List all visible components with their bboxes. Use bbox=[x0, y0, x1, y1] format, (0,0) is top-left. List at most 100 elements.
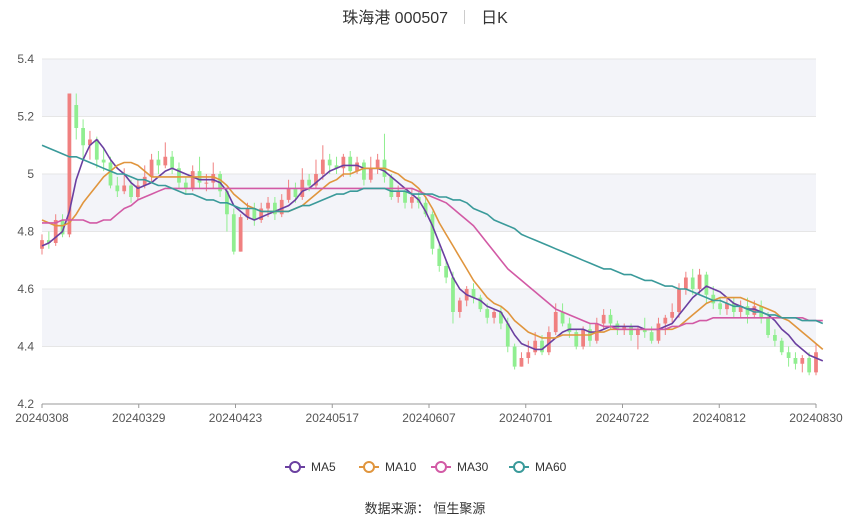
candle-up bbox=[211, 162, 216, 189]
candle-body bbox=[149, 159, 154, 177]
candle-down bbox=[451, 271, 455, 324]
candle-body bbox=[526, 352, 531, 358]
candle-down bbox=[382, 133, 387, 183]
candle-body bbox=[533, 340, 538, 353]
candle-body bbox=[430, 214, 435, 249]
candle-body bbox=[773, 335, 777, 341]
legend-label: MA60 bbox=[535, 460, 567, 474]
legend-marker bbox=[435, 461, 447, 473]
candle-body bbox=[74, 105, 79, 128]
legend-label: MA10 bbox=[385, 460, 417, 474]
legend-item-ma10: MA10 bbox=[359, 460, 417, 474]
candle-body bbox=[649, 332, 654, 341]
background-bands bbox=[42, 59, 816, 347]
candle-body bbox=[273, 202, 277, 215]
chart-title: 珠海港 000507 日K bbox=[0, 4, 850, 28]
candle-down bbox=[793, 352, 798, 370]
candle-body bbox=[60, 220, 65, 235]
x-tick-label: 20240607 bbox=[402, 411, 456, 425]
candle-body bbox=[697, 274, 702, 289]
x-tick-label: 20240830 bbox=[789, 411, 843, 425]
candle-down bbox=[642, 317, 647, 338]
candle-down bbox=[183, 176, 188, 195]
candle-body bbox=[553, 312, 558, 333]
candle-body bbox=[409, 197, 414, 203]
candle-body bbox=[471, 289, 476, 298]
candle-down bbox=[389, 174, 394, 200]
line-ma5 bbox=[41, 138, 824, 362]
candle-body bbox=[81, 128, 85, 146]
candle-body bbox=[745, 306, 750, 315]
candle-body bbox=[170, 156, 175, 169]
candle-body bbox=[663, 317, 668, 324]
candle-down bbox=[499, 306, 503, 330]
candle-body bbox=[725, 303, 729, 310]
candle-body bbox=[499, 312, 503, 324]
candle-up bbox=[300, 168, 305, 200]
candle-body bbox=[252, 208, 257, 220]
candle-body bbox=[341, 156, 346, 169]
candle-body bbox=[677, 289, 681, 312]
candle-down bbox=[779, 337, 784, 356]
candle-body bbox=[540, 340, 544, 353]
candle-up bbox=[40, 234, 44, 255]
candle-down bbox=[348, 151, 353, 177]
candle-down bbox=[430, 211, 435, 255]
candle-up bbox=[492, 309, 496, 324]
y-tick-label: 5.4 bbox=[17, 52, 34, 66]
candle-down bbox=[156, 151, 161, 174]
legend-label: MA5 bbox=[311, 460, 336, 474]
candle-body bbox=[266, 202, 270, 209]
candle-up bbox=[546, 326, 551, 356]
candle-body bbox=[807, 358, 812, 373]
candle-down bbox=[471, 283, 476, 304]
candle-body bbox=[546, 332, 551, 353]
candle-down bbox=[81, 119, 85, 160]
candle-body bbox=[156, 159, 161, 166]
candle-body bbox=[642, 329, 647, 333]
candle-up bbox=[656, 317, 661, 344]
candle-body bbox=[163, 156, 168, 166]
candle-up bbox=[683, 271, 688, 295]
background-band bbox=[42, 289, 816, 347]
legend-item-ma5: MA5 bbox=[285, 460, 336, 474]
candle-body bbox=[683, 277, 688, 289]
period-label: 日K bbox=[481, 10, 508, 27]
candle-up bbox=[190, 165, 195, 192]
candle-body bbox=[142, 176, 147, 186]
moving-average-lines bbox=[41, 138, 824, 362]
line-ma60 bbox=[41, 144, 824, 325]
candle-down bbox=[690, 268, 695, 295]
candle-body bbox=[485, 309, 490, 318]
candle-body bbox=[320, 159, 325, 174]
candle-down bbox=[101, 148, 106, 172]
candle-down bbox=[444, 260, 449, 284]
candle-body bbox=[177, 168, 181, 183]
candle-body bbox=[327, 159, 332, 166]
candle-body bbox=[190, 171, 195, 189]
candle-down bbox=[423, 197, 428, 218]
candle-body bbox=[814, 352, 818, 373]
legend-marker bbox=[363, 461, 375, 473]
candle-body bbox=[355, 162, 359, 172]
candle-down bbox=[786, 346, 791, 367]
candle-body bbox=[40, 240, 44, 249]
x-tick-label: 20240722 bbox=[596, 411, 650, 425]
candle-down bbox=[94, 136, 99, 169]
candle-down bbox=[74, 93, 79, 140]
candle-body bbox=[512, 346, 517, 367]
x-tick-label: 20240329 bbox=[112, 411, 166, 425]
candle-down bbox=[170, 151, 175, 174]
candle-body bbox=[115, 185, 120, 192]
candle-down bbox=[773, 329, 777, 347]
candle-body bbox=[581, 329, 585, 347]
candle-body bbox=[293, 188, 298, 197]
candle-up bbox=[259, 202, 264, 223]
y-tick-label: 4.2 bbox=[17, 397, 34, 411]
candle-body bbox=[183, 182, 188, 189]
candle-up bbox=[368, 156, 373, 183]
legend-marker bbox=[289, 461, 301, 473]
candle-body bbox=[656, 323, 661, 341]
candle-body bbox=[53, 220, 58, 243]
